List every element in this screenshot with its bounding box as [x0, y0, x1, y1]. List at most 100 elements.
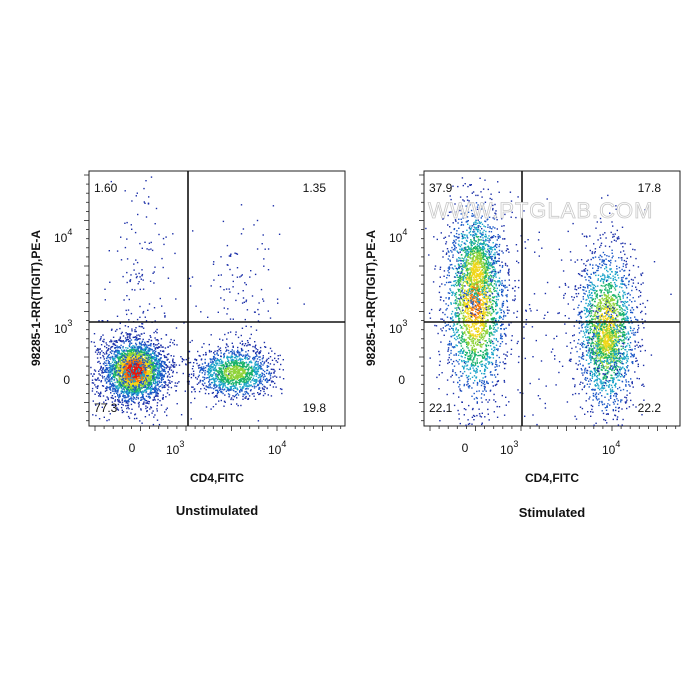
- event-dot: [136, 357, 138, 359]
- event-dot: [118, 360, 120, 363]
- event-dot: [132, 376, 134, 379]
- event-dot: [112, 342, 115, 345]
- event-dot: [127, 406, 129, 408]
- event-dot: [127, 363, 130, 366]
- event-dot: [120, 392, 122, 395]
- event-dot: [159, 353, 161, 355]
- event-dot: [132, 388, 134, 391]
- event-dot: [134, 389, 136, 392]
- event-dot: [246, 386, 248, 388]
- event-dot: [119, 347, 121, 349]
- event-dot: [239, 372, 241, 374]
- event-dot: [232, 367, 234, 370]
- event-dot: [231, 358, 233, 361]
- event-dot: [129, 337, 131, 340]
- event-dot: [226, 389, 229, 391]
- event-dot: [126, 391, 129, 393]
- event-dot: [460, 375, 462, 377]
- event-dot: [122, 394, 125, 396]
- event-dot: [122, 369, 124, 372]
- event-dot: [461, 276, 463, 279]
- event-dot: [149, 408, 151, 410]
- event-dot: [109, 358, 112, 360]
- event-dot: [120, 376, 122, 378]
- event-dot: [138, 379, 140, 382]
- event-dot: [215, 359, 218, 362]
- event-dot: [231, 350, 233, 353]
- event-dot: [217, 274, 220, 276]
- event-dot: [242, 386, 244, 388]
- event-dot: [266, 381, 268, 383]
- event-dot: [132, 375, 134, 377]
- event-dot: [124, 365, 126, 368]
- event-dot: [194, 390, 196, 393]
- event-dot: [121, 368, 123, 370]
- event-dot: [161, 365, 164, 367]
- event-dot: [132, 382, 134, 384]
- event-dot: [134, 375, 137, 377]
- event-dot: [167, 379, 170, 381]
- event-dot: [134, 361, 136, 364]
- event-dot: [139, 242, 141, 245]
- event-dot: [146, 410, 148, 412]
- event-dot: [232, 376, 235, 379]
- event-dot: [155, 375, 158, 378]
- event-dot: [144, 367, 147, 369]
- event-dot: [154, 344, 157, 346]
- event-dot: [125, 385, 128, 387]
- event-dot: [102, 368, 104, 371]
- event-dot: [148, 375, 150, 377]
- event-dot: [127, 382, 130, 384]
- event-dot: [239, 368, 241, 370]
- event-dot: [104, 390, 107, 392]
- event-dot: [217, 371, 219, 374]
- event-dot: [224, 369, 226, 371]
- event-dot: [132, 345, 134, 347]
- event-dot: [97, 348, 99, 350]
- event-dot: [255, 372, 257, 374]
- event-dot: [239, 381, 242, 383]
- event-dot: [159, 358, 161, 360]
- event-dot: [249, 276, 251, 278]
- event-dot: [135, 351, 137, 354]
- event-dot: [210, 370, 213, 372]
- event-dot: [117, 364, 119, 366]
- event-dot: [244, 318, 246, 321]
- event-dot: [125, 392, 128, 395]
- event-dot: [159, 371, 161, 373]
- event-dot: [233, 370, 235, 372]
- event-dot: [111, 361, 114, 363]
- event-dot: [138, 325, 140, 328]
- event-dot: [120, 259, 123, 261]
- event-dot: [166, 407, 168, 409]
- event-dot: [131, 228, 133, 230]
- event-dot: [154, 347, 157, 350]
- event-dot: [215, 389, 217, 392]
- event-dot: [151, 391, 153, 394]
- event-dot: [130, 389, 133, 391]
- event-dot: [251, 385, 254, 388]
- event-dot: [255, 380, 257, 382]
- event-dot: [90, 341, 93, 343]
- event-dot: [104, 288, 106, 290]
- event-dot: [118, 346, 121, 348]
- event-dot: [96, 391, 98, 393]
- event-dot: [143, 372, 146, 374]
- event-dot: [228, 369, 231, 372]
- event-dot: [210, 285, 212, 287]
- event-dot: [208, 343, 210, 346]
- event-dot: [241, 378, 243, 380]
- event-dot: [145, 405, 147, 407]
- event-dot: [132, 352, 134, 354]
- event-dot: [124, 357, 126, 359]
- event-dot: [157, 355, 159, 357]
- event-dot: [128, 353, 131, 355]
- event-dot: [140, 381, 142, 383]
- event-dot: [143, 354, 145, 356]
- event-dot: [247, 367, 250, 370]
- event-dot: [180, 356, 182, 358]
- event-dot: [217, 374, 220, 376]
- event-dot: [139, 364, 141, 366]
- event-dot: [106, 353, 108, 355]
- event-dot: [247, 341, 249, 344]
